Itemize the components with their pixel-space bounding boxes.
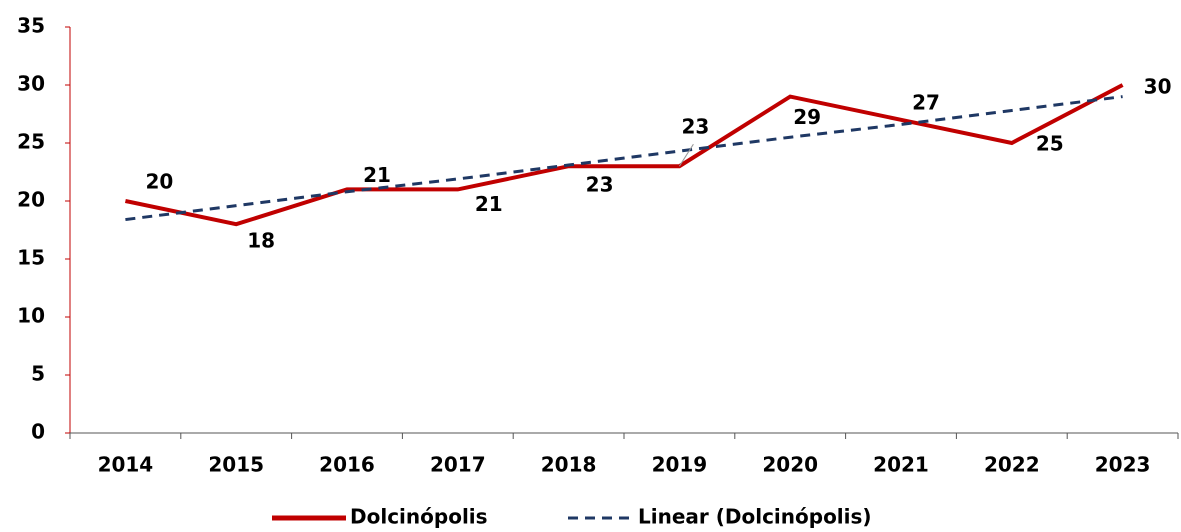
trend-line [125, 95, 1123, 222]
y-tick-label: 30 [17, 72, 45, 96]
x-tick-label: 2023 [1095, 453, 1151, 477]
x-tick-label: 2016 [319, 453, 375, 477]
data-label: 21 [363, 163, 391, 187]
x-tick-label: 2017 [430, 453, 486, 477]
data-label: 23 [586, 173, 614, 197]
legend-label: Linear (Dolcinópolis) [638, 505, 872, 529]
y-tick-label: 10 [17, 304, 45, 328]
y-tick-label: 5 [31, 362, 45, 386]
data-label: 29 [793, 105, 821, 129]
data-label: 30 [1144, 75, 1172, 99]
data-label: 20 [145, 170, 173, 194]
x-tick-label: 2021 [873, 453, 929, 477]
x-tick-label: 2014 [98, 453, 154, 477]
x-tick-label: 2015 [208, 453, 264, 477]
legend-label: Dolcinópolis [350, 505, 488, 529]
x-tick-label: 2018 [541, 453, 597, 477]
y-tick-label: 0 [31, 420, 45, 444]
data-label: 21 [475, 192, 503, 216]
x-tick-label: 2022 [984, 453, 1040, 477]
data-label: 25 [1036, 132, 1064, 156]
data-label: 23 [681, 115, 709, 139]
data-label: 27 [912, 90, 940, 114]
x-tick-label: 2020 [762, 453, 818, 477]
y-tick-label: 25 [17, 130, 45, 154]
y-tick-label: 15 [17, 246, 45, 270]
data-label: 18 [247, 229, 275, 253]
data-line [124, 83, 1124, 227]
x-tick-label: 2019 [652, 453, 708, 477]
y-tick-label: 20 [17, 188, 45, 212]
leader-line [678, 143, 694, 167]
y-tick-label: 35 [17, 14, 45, 38]
